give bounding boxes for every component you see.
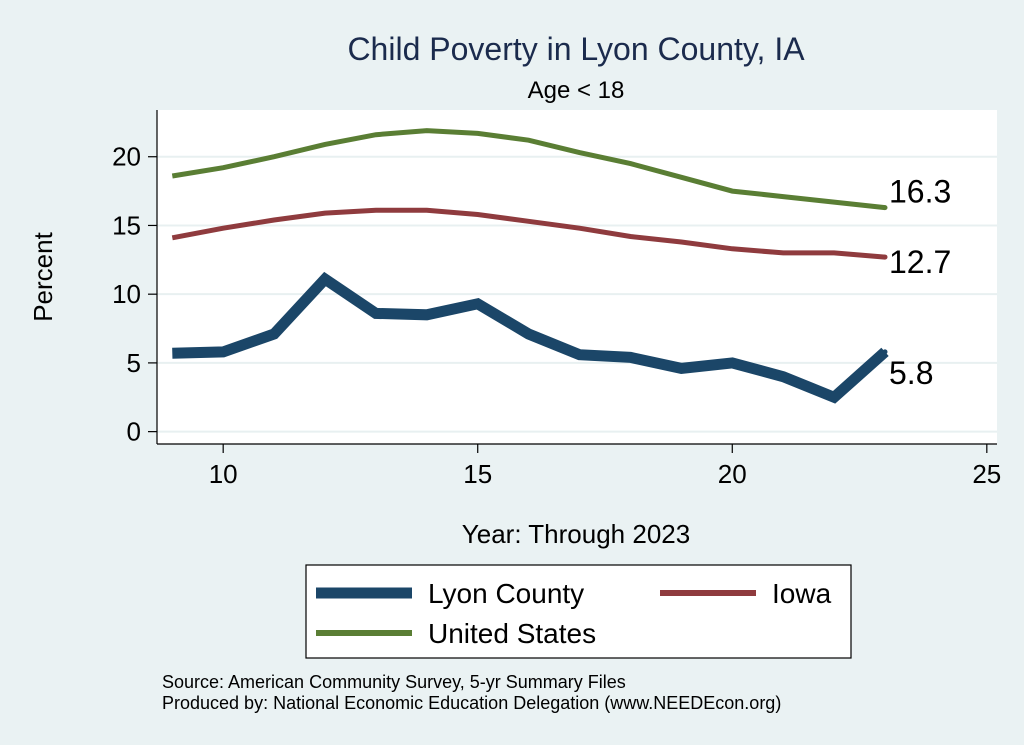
legend-label-1: Iowa: [772, 578, 832, 609]
x-tick-label-15: 15: [463, 459, 492, 489]
legend-label-2: United States: [428, 618, 596, 649]
end-label-2: 16.3: [889, 174, 951, 210]
x-tick-label-10: 10: [209, 459, 238, 489]
y-tick-label-20: 20: [112, 142, 141, 172]
y-axis-label: Percent: [28, 231, 58, 321]
note-line-1: Produced by: National Economic Education…: [162, 693, 781, 713]
series-end-point-1: [882, 254, 888, 260]
chart-subtitle: Age < 18: [528, 77, 625, 104]
legend-box: [305, 564, 852, 659]
end-labels: 5.8 12.7 16.3: [889, 174, 951, 391]
y-tick-label-0: 0: [127, 417, 141, 447]
x-tick-label-20: 20: [718, 459, 747, 489]
y-tick-label-10: 10: [112, 279, 141, 309]
x-axis-label: Year: Through 2023: [462, 519, 690, 549]
chart-title: Child Poverty in Lyon County, IA: [347, 31, 805, 67]
legend-label-0: Lyon County: [428, 578, 584, 609]
series-line-2: [171, 128, 886, 211]
source-notes: Source: American Community Survey, 5-yr …: [162, 672, 781, 713]
end-label-1: 12.7: [889, 244, 951, 280]
x-tick-label-25: 25: [972, 459, 1001, 489]
series-line-0: [172, 271, 889, 404]
series-line-1: [171, 207, 886, 260]
y-axis-ticks: 0 5 10 15 20: [112, 142, 157, 447]
series-group: [171, 128, 889, 404]
end-label-0: 5.8: [889, 355, 933, 391]
x-axis-ticks: 10 15 20 25: [209, 444, 1001, 489]
y-tick-label-5: 5: [127, 348, 141, 378]
series-end-point-2: [882, 205, 888, 211]
legend: Lyon County Iowa United States: [316, 578, 832, 649]
plot-area: [157, 110, 997, 444]
series-end-point-0: [882, 349, 888, 355]
note-line-0: Source: American Community Survey, 5-yr …: [162, 672, 626, 692]
y-tick-label-15: 15: [112, 210, 141, 240]
